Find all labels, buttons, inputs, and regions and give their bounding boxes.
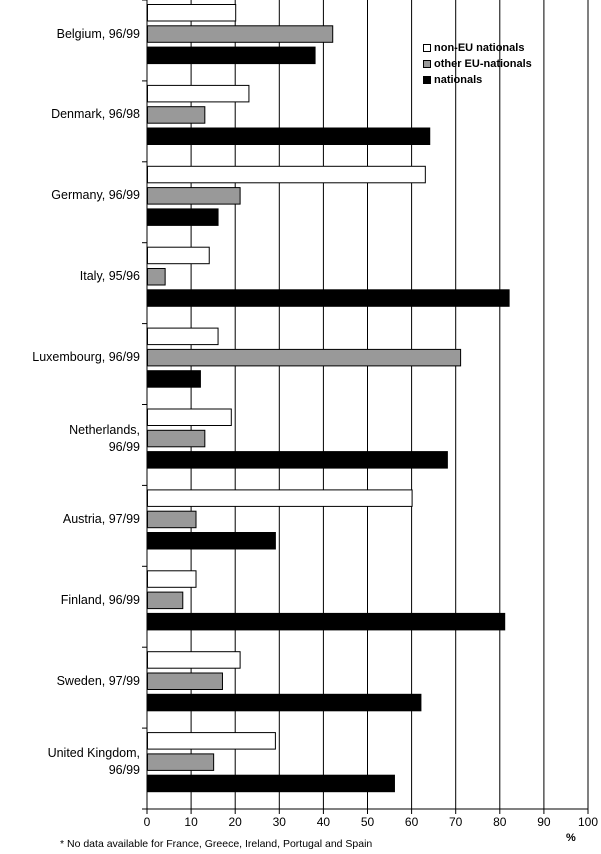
- legend-item-nationals: nationals: [423, 72, 532, 88]
- bar-nationals-9: [147, 774, 395, 793]
- bar-other-eu-1: [147, 106, 206, 124]
- bar-nationals-3: [147, 289, 510, 307]
- legend-swatch-nationals: [423, 76, 431, 84]
- x-tick-label-60: 60: [404, 815, 419, 829]
- legend: non-EU nationals other EU-nationals nati…: [423, 40, 532, 88]
- category-label: Belgium, 96/99: [56, 26, 140, 41]
- bar-other-eu-2: [147, 187, 241, 205]
- category-label: Sweden, 97/99: [56, 673, 140, 688]
- x-tick-label-30: 30: [272, 815, 286, 829]
- bar-nationals-0: [147, 46, 316, 65]
- bar-other-eu-0: [147, 25, 334, 43]
- category-label: United Kingdom, 96/99: [47, 746, 140, 778]
- bar-non-eu-2: [147, 165, 426, 184]
- bar-non-eu-3: [147, 246, 210, 265]
- bar-non-eu-4: [147, 327, 219, 346]
- bar-non-eu-5: [147, 408, 232, 426]
- gridlines: [190, 0, 589, 809]
- bar-non-eu-0: [147, 4, 237, 22]
- legend-item-other-eu: other EU-nationals: [423, 56, 532, 72]
- bar-nationals-1: [147, 127, 431, 145]
- legend-item-non-eu: non-EU nationals: [423, 40, 532, 56]
- bar-other-eu-5: [147, 429, 206, 448]
- x-tick-label-90: 90: [537, 815, 551, 829]
- bar-nationals-2: [147, 208, 219, 226]
- category-label: Germany, 96/99: [51, 188, 140, 203]
- bar-nationals-8: [147, 693, 422, 712]
- category-label: Luxembourg, 96/99: [32, 350, 140, 365]
- category-label: Austria, 97/99: [62, 511, 140, 526]
- x-tick-label-70: 70: [449, 815, 463, 829]
- x-tick-label-40: 40: [316, 815, 331, 829]
- legend-label-other-eu: other EU-nationals: [434, 58, 532, 70]
- x-tick-label-50: 50: [360, 815, 375, 829]
- bar-other-eu-7: [147, 591, 184, 610]
- category-label: Netherlands, 96/99: [69, 422, 140, 454]
- category-label: Italy, 95/96: [79, 269, 140, 284]
- category-label: Finland, 96/99: [60, 592, 140, 607]
- bar-other-eu-9: [147, 753, 215, 771]
- footnote: * No data available for France, Greece, …: [60, 838, 373, 850]
- x-tick-label-0: 0: [143, 815, 151, 829]
- legend-swatch-other-eu: [423, 60, 431, 68]
- bar-non-eu-7: [147, 570, 197, 588]
- bar-non-eu-9: [147, 732, 276, 750]
- x-axis-unit-label: %: [566, 832, 576, 844]
- bar-other-eu-6: [147, 510, 197, 529]
- bar-non-eu-8: [147, 651, 241, 669]
- x-tick-label-10: 10: [184, 815, 198, 829]
- bar-nationals-4: [147, 370, 201, 388]
- legend-swatch-non-eu: [423, 44, 431, 52]
- bar-other-eu-8: [147, 672, 223, 690]
- bar-other-eu-4: [147, 348, 462, 367]
- legend-label-nationals: nationals: [434, 74, 483, 86]
- bar-nationals-7: [147, 612, 506, 631]
- bar-nationals-6: [147, 532, 276, 550]
- bar-non-eu-6: [147, 489, 413, 507]
- axes: [142, 0, 589, 814]
- bar-other-eu-3: [147, 268, 166, 286]
- legend-label-non-eu: non-EU nationals: [434, 42, 525, 54]
- category-label: Denmark, 96/98: [51, 107, 140, 122]
- bars: [147, 4, 510, 793]
- x-tick-label-80: 80: [493, 815, 507, 829]
- x-tick-label-100: 100: [577, 815, 599, 829]
- bar-non-eu-1: [147, 84, 250, 103]
- bar-nationals-5: [147, 451, 448, 469]
- x-tick-label-20: 20: [228, 815, 242, 829]
